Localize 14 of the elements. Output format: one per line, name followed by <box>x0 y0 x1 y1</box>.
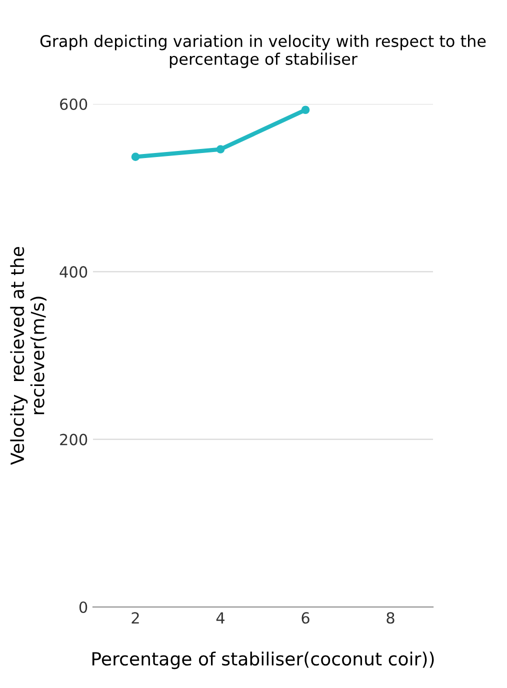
x-tick-label: 2 <box>132 612 139 624</box>
chart-title: Graph depicting variation in velocity with respect to the percentage of stabiliser <box>40 34 486 68</box>
x-axis-title: Percentage of stabiliser(coconut coir)) <box>92 652 434 670</box>
y-tick-label: 400 <box>60 266 88 278</box>
y-tick-label: 0 <box>79 601 88 614</box>
y-tick-label: 200 <box>60 434 88 446</box>
x-tick-label: 4 <box>216 612 225 624</box>
point <box>301 106 310 114</box>
x-tick-label: 8 <box>386 612 394 624</box>
y-axis-title: Velocity recieved at the reciever(m/s) <box>10 246 46 465</box>
point <box>216 145 225 154</box>
x-tick-label: 6 <box>302 612 310 624</box>
point <box>131 152 140 161</box>
y-tick-label: 600 <box>60 98 88 110</box>
